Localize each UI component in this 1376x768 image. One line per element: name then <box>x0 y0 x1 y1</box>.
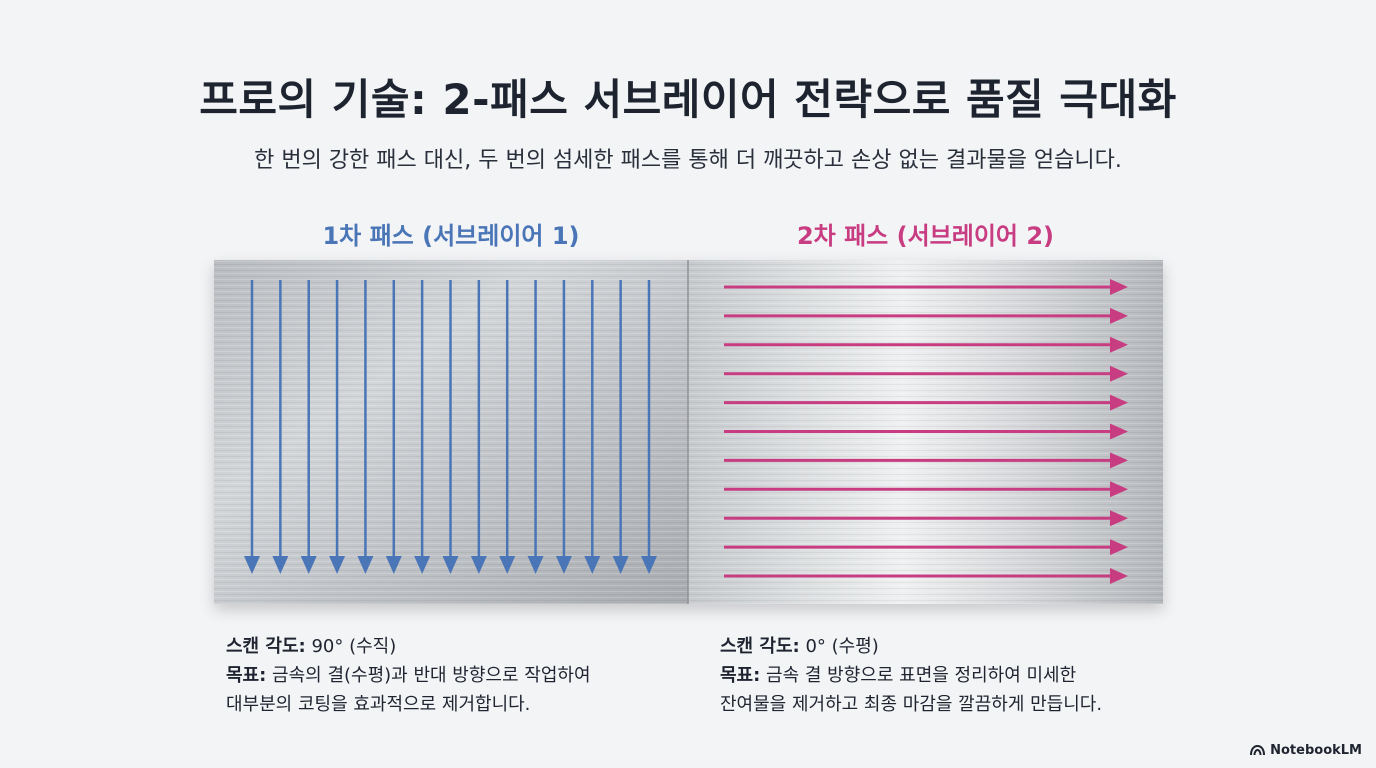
plate-diagram <box>214 260 1163 604</box>
pass1-arrow <box>414 280 431 574</box>
pass2-arrow <box>724 336 1128 353</box>
pass1-arrow <box>470 280 487 574</box>
pass2-goal-key: 목표: <box>720 665 761 686</box>
pass2-arrow <box>724 510 1128 527</box>
pass1-goal-line2: 대부분의 코팅을 효과적으로 제거합니다. <box>226 694 531 715</box>
pass2-arrow <box>724 279 1128 295</box>
pass1-arrows <box>244 280 657 574</box>
pass2-goal: 목표: 금속 결 방향으로 표면을 정리하여 미세한 <box>720 661 1160 690</box>
pass1-arrow <box>584 280 601 574</box>
pass1-arrow <box>499 280 516 574</box>
page-title: 프로의 기술: 2-패스 서브레이어 전략으로 품질 극대화 <box>199 75 1177 124</box>
pass2-angle: 스캔 각도: 0° (수평) <box>720 632 1160 661</box>
pass1-arrow <box>300 280 317 574</box>
pass1-arrow <box>385 280 402 574</box>
pass1-goal-key: 목표: <box>226 665 267 686</box>
brand-logo: NotebookLM <box>1250 743 1362 758</box>
pass1-arrow <box>244 280 260 574</box>
pass1-arrow <box>612 280 629 574</box>
pass2-arrow <box>724 452 1128 469</box>
pass1-arrow <box>329 280 346 574</box>
pass1-goal: 목표: 금속의 결(수평)과 반대 방향으로 작업하여 <box>226 661 666 690</box>
pass2-arrows <box>724 279 1128 584</box>
pass2-arrow <box>724 539 1128 556</box>
pass1-angle: 스캔 각도: 90° (수직) <box>226 632 666 661</box>
pass2-arrow <box>724 423 1128 440</box>
pass1-arrow <box>527 280 544 574</box>
pass1-description: 스캔 각도: 90° (수직) 목표: 금속의 결(수평)과 반대 방향으로 작… <box>226 632 666 719</box>
pass2-arrow <box>724 307 1128 324</box>
pass2-goal-line1: 금속 결 방향으로 표면을 정리하여 미세한 <box>760 665 1077 686</box>
pass1-angle-value: 90° (수직) <box>305 636 397 657</box>
pass2-arrow <box>724 394 1128 411</box>
pass2-description: 스캔 각도: 0° (수평) 목표: 금속 결 방향으로 표면을 정리하여 미세… <box>720 632 1160 719</box>
pass1-arrow <box>555 280 572 574</box>
pass2-goal-line2: 잔여물을 제거하고 최종 마감을 깔끔하게 만듭니다. <box>720 694 1103 715</box>
page-subtitle: 한 번의 강한 패스 대신, 두 번의 섬세한 패스를 통해 더 깨끗하고 손상… <box>254 148 1122 173</box>
pass1-goal-line1: 금속의 결(수평)과 반대 방향으로 작업하여 <box>266 665 591 686</box>
pass2-arrow <box>724 481 1128 498</box>
pass2-label: 2차 패스 (서브레이어 2) <box>796 222 1055 250</box>
brand-name: NotebookLM <box>1270 743 1362 758</box>
pass2-angle-key: 스캔 각도: <box>720 636 800 657</box>
pass1-arrow <box>272 280 289 574</box>
pass1-angle-key: 스캔 각도: <box>226 636 306 657</box>
pass2-arrow <box>724 365 1128 382</box>
pass2-arrow <box>724 568 1128 584</box>
pass1-arrow <box>442 280 459 574</box>
pass2-angle-value: 0° (수평) <box>799 636 879 657</box>
pass1-arrow <box>641 280 657 574</box>
brushed-metal-plate <box>214 260 1163 604</box>
pass1-label: 1차 패스 (서브레이어 1) <box>322 222 580 250</box>
notebooklm-icon <box>1250 745 1266 756</box>
pass1-arrow <box>357 280 374 574</box>
